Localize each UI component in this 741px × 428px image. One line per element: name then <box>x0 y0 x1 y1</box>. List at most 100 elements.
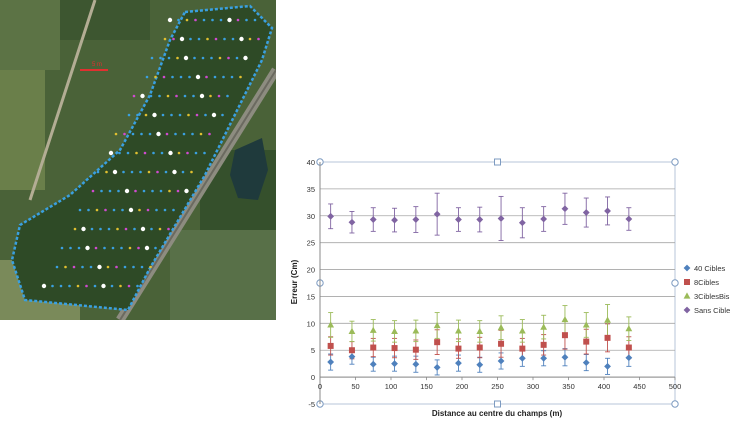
target-marker <box>140 132 143 136</box>
target-marker <box>73 227 77 231</box>
target-marker <box>152 112 157 118</box>
crop-patch-3 <box>0 70 45 190</box>
target-marker <box>243 55 248 61</box>
target-marker <box>161 113 165 117</box>
x-tick-label: 300 <box>527 382 540 391</box>
target-marker <box>128 246 132 250</box>
y-axis-title: Erreur (Cm) <box>290 259 299 304</box>
target-marker <box>87 208 90 212</box>
target-marker <box>231 37 235 41</box>
target-marker <box>77 246 81 250</box>
data-point <box>348 327 356 334</box>
legend-marker <box>683 264 691 272</box>
target-marker <box>181 170 185 174</box>
target-marker <box>176 56 179 60</box>
target-marker <box>123 265 127 269</box>
target-marker <box>201 56 205 60</box>
data-point <box>497 324 505 331</box>
x-tick-label: 200 <box>456 382 469 391</box>
target-marker <box>132 94 136 98</box>
survey-field <box>10 4 274 312</box>
target-marker <box>194 151 198 155</box>
crop-patch-2 <box>60 0 150 40</box>
target-marker <box>167 227 170 231</box>
target-marker <box>184 188 189 194</box>
target-marker <box>171 75 174 79</box>
target-marker <box>160 151 164 155</box>
legend-label: 3CiblesBis <box>694 292 730 301</box>
data-point <box>604 207 611 215</box>
data-point <box>369 360 377 368</box>
target-marker <box>97 264 102 270</box>
target-marker <box>230 75 234 79</box>
data-point <box>518 354 526 362</box>
data-point <box>625 325 633 332</box>
target-marker <box>115 265 118 269</box>
x-tick-label: 250 <box>491 382 504 391</box>
data-point <box>370 344 377 351</box>
data-point <box>604 334 611 341</box>
data-point <box>497 215 505 222</box>
target-marker <box>123 132 126 136</box>
target-marker <box>112 208 116 212</box>
target-marker <box>217 94 221 98</box>
target-marker <box>64 265 67 269</box>
target-marker <box>203 151 206 155</box>
resize-handle[interactable] <box>671 400 679 408</box>
target-marker <box>144 245 150 251</box>
target-marker <box>152 151 155 155</box>
rail-track-edge <box>119 69 276 320</box>
target-marker <box>144 113 148 117</box>
target-marker <box>210 56 213 60</box>
resize-handle[interactable] <box>671 158 679 166</box>
target-marker <box>78 208 82 212</box>
target-marker <box>145 75 149 79</box>
target-marker <box>167 56 171 60</box>
resize-handle[interactable] <box>671 279 679 287</box>
target-marker <box>221 113 224 117</box>
aerial-field-photo: 5 m <box>0 0 276 320</box>
target-marker <box>179 36 185 42</box>
target-marker <box>138 208 141 212</box>
target-marker <box>148 132 152 136</box>
target-marker <box>177 151 181 155</box>
country-road <box>28 0 97 201</box>
target-marker <box>110 284 114 288</box>
data-point <box>582 359 590 366</box>
data-point <box>433 364 441 371</box>
aerial-photo-drawing: 5 m <box>0 0 276 320</box>
target-marker <box>55 265 59 269</box>
data-point <box>455 359 462 367</box>
target-marker <box>107 227 111 231</box>
target-marker <box>89 265 93 269</box>
data-point <box>455 345 462 352</box>
target-marker <box>142 189 146 193</box>
data-point <box>327 342 334 349</box>
target-marker <box>81 226 86 232</box>
data-point <box>476 327 484 334</box>
target-marker <box>154 75 157 79</box>
target-marker <box>158 227 162 231</box>
target-marker <box>99 227 102 231</box>
resize-handle[interactable] <box>494 158 501 166</box>
data-point <box>391 360 398 368</box>
target-marker <box>114 132 118 136</box>
data-point <box>518 219 526 227</box>
target-marker <box>159 56 162 60</box>
y-tick-label: 30 <box>307 212 315 221</box>
target-marker <box>165 132 169 136</box>
target-marker <box>205 75 208 79</box>
target-marker <box>93 284 97 288</box>
data-point <box>455 327 462 334</box>
target-marker <box>178 113 182 117</box>
target-marker <box>209 94 212 98</box>
target-marker <box>139 170 142 174</box>
y-tick-label: 5 <box>311 346 315 355</box>
legend-marker <box>684 279 690 285</box>
target-marker <box>166 94 170 98</box>
resize-handle[interactable] <box>494 400 501 408</box>
target-marker <box>188 75 191 79</box>
target-marker <box>253 18 257 22</box>
target-marker <box>172 208 175 212</box>
data-point <box>476 361 484 369</box>
